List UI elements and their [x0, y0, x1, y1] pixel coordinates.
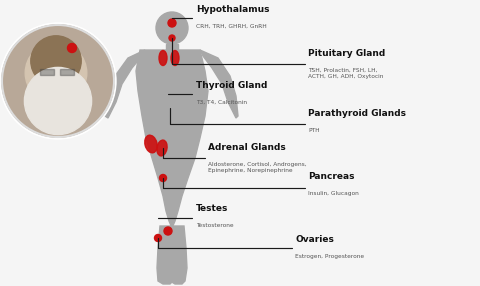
Text: Hypothalamus: Hypothalamus	[196, 5, 269, 14]
Text: Pituitary Gland: Pituitary Gland	[308, 49, 385, 58]
Text: Ovaries: Ovaries	[295, 235, 334, 244]
Bar	[60, 69, 74, 75]
Ellipse shape	[159, 51, 167, 65]
Text: Pancreas: Pancreas	[308, 172, 355, 181]
Polygon shape	[166, 44, 178, 50]
Circle shape	[2, 25, 114, 137]
Text: T3, T4, Calcitonin: T3, T4, Calcitonin	[196, 100, 247, 105]
Text: PTH: PTH	[308, 128, 320, 133]
Text: TSH, Prolactin, FSH, LH,
ACTH, GH, ADH, Oxytocin: TSH, Prolactin, FSH, LH, ACTH, GH, ADH, …	[308, 68, 384, 79]
Circle shape	[31, 36, 81, 86]
Ellipse shape	[171, 51, 179, 65]
Bar	[40, 69, 54, 75]
Circle shape	[25, 42, 87, 104]
Ellipse shape	[157, 140, 167, 156]
Polygon shape	[157, 226, 175, 284]
Polygon shape	[170, 226, 187, 284]
Circle shape	[155, 235, 161, 241]
Text: Adrenal Glands: Adrenal Glands	[208, 143, 286, 152]
Text: CRH, TRH, GHRH, GnRH: CRH, TRH, GHRH, GnRH	[196, 24, 267, 29]
Text: Parathyroid Glands: Parathyroid Glands	[308, 109, 406, 118]
Circle shape	[2, 25, 114, 137]
Text: Aldosterone, Cortisol, Androgens,
Epinephrine, Norepinephrine: Aldosterone, Cortisol, Androgens, Epinep…	[208, 162, 307, 173]
Circle shape	[0, 23, 116, 139]
Ellipse shape	[145, 135, 157, 153]
Circle shape	[164, 227, 172, 235]
Circle shape	[168, 19, 176, 27]
Text: Insulin, Glucagon: Insulin, Glucagon	[308, 191, 359, 196]
Text: Testosterone: Testosterone	[196, 223, 234, 228]
Circle shape	[169, 35, 175, 41]
Circle shape	[156, 12, 188, 44]
Text: Testes: Testes	[196, 204, 228, 213]
Text: Estrogen, Progesterone: Estrogen, Progesterone	[295, 254, 364, 259]
Polygon shape	[200, 50, 238, 118]
Circle shape	[159, 174, 167, 182]
Circle shape	[24, 67, 92, 135]
Polygon shape	[136, 50, 208, 228]
Polygon shape	[105, 50, 145, 118]
Text: Thyroid Gland: Thyroid Gland	[196, 81, 267, 90]
Circle shape	[68, 43, 76, 53]
